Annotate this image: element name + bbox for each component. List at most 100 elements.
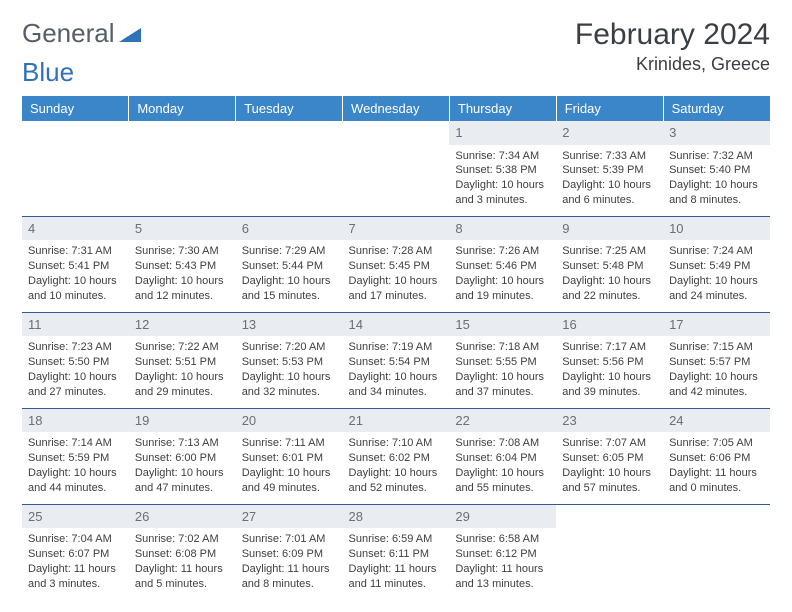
sunset-line: Sunset: 5:40 PM [669,163,764,178]
sunset-line: Sunset: 6:11 PM [349,547,444,562]
sunrise-line: Sunrise: 7:20 AM [242,340,337,355]
sunrise-line: Sunrise: 7:14 AM [28,436,123,451]
day-details: Sunrise: 7:20 AMSunset: 5:53 PMDaylight:… [242,340,337,399]
calendar-cell: 20Sunrise: 7:11 AMSunset: 6:01 PMDayligh… [236,408,343,504]
sunset-line: Sunset: 5:44 PM [242,259,337,274]
day-number: 13 [236,313,343,337]
sunset-line: Sunset: 5:46 PM [455,259,550,274]
sunset-line: Sunset: 5:57 PM [669,355,764,370]
day-number: 22 [449,409,556,433]
calendar-cell: 11Sunrise: 7:23 AMSunset: 5:50 PMDayligh… [22,312,129,408]
weekday-header: Monday [129,96,236,121]
calendar-cell: 1Sunrise: 7:34 AMSunset: 5:38 PMDaylight… [449,121,556,216]
sunset-line: Sunset: 6:02 PM [349,451,444,466]
sunset-line: Sunset: 5:56 PM [562,355,657,370]
daylight-line: Daylight: 10 hours and 6 minutes. [562,178,657,208]
daylight-line: Daylight: 10 hours and 10 minutes. [28,274,123,304]
calendar-cell: 8Sunrise: 7:26 AMSunset: 5:46 PMDaylight… [449,216,556,312]
day-number: 27 [236,505,343,529]
sunset-line: Sunset: 6:09 PM [242,547,337,562]
sunrise-line: Sunrise: 7:25 AM [562,244,657,259]
daylight-line: Daylight: 10 hours and 47 minutes. [135,466,230,496]
sunrise-line: Sunrise: 6:58 AM [455,532,550,547]
sunrise-line: Sunrise: 7:28 AM [349,244,444,259]
day-details: Sunrise: 7:29 AMSunset: 5:44 PMDaylight:… [242,244,337,303]
daylight-line: Daylight: 10 hours and 19 minutes. [455,274,550,304]
day-number: 26 [129,505,236,529]
day-number: 1 [449,121,556,145]
daylight-line: Daylight: 10 hours and 24 minutes. [669,274,764,304]
daylight-line: Daylight: 10 hours and 8 minutes. [669,178,764,208]
sunset-line: Sunset: 5:49 PM [669,259,764,274]
day-details: Sunrise: 7:22 AMSunset: 5:51 PMDaylight:… [135,340,230,399]
sunrise-line: Sunrise: 7:05 AM [669,436,764,451]
daylight-line: Daylight: 10 hours and 32 minutes. [242,370,337,400]
day-number: 29 [449,505,556,529]
calendar-cell: 14Sunrise: 7:19 AMSunset: 5:54 PMDayligh… [343,312,450,408]
calendar-row: 18Sunrise: 7:14 AMSunset: 5:59 PMDayligh… [22,408,770,504]
day-details: Sunrise: 7:32 AMSunset: 5:40 PMDaylight:… [669,149,764,208]
calendar-cell: 10 Sunrise: 7:24 AMSunset: 5:49 PMDayligh… [663,216,770,312]
day-number: 18 [22,409,129,433]
sunset-line: Sunset: 5:51 PM [135,355,230,370]
sunrise-line: Sunrise: 7:15 AM [669,340,764,355]
calendar-cell-empty [556,504,663,599]
daylight-line: Daylight: 10 hours and 27 minutes. [28,370,123,400]
day-details: Sunrise: 7:30 AMSunset: 5:43 PMDaylight:… [135,244,230,303]
sunrise-line: Sunrise: 7:29 AM [242,244,337,259]
daylight-line: Daylight: 10 hours and 29 minutes. [135,370,230,400]
sunset-line: Sunset: 5:48 PM [562,259,657,274]
day-details: Sunrise: 7:18 AMSunset: 5:55 PMDaylight:… [455,340,550,399]
daylight-line: Daylight: 11 hours and 8 minutes. [242,562,337,592]
calendar-row: 25Sunrise: 7:04 AMSunset: 6:07 PMDayligh… [22,504,770,599]
day-number: 10 [663,217,770,241]
daylight-line: Daylight: 10 hours and 12 minutes. [135,274,230,304]
logo-text-2: Blue [22,57,770,88]
day-details: Sunrise: 7:31 AMSunset: 5:41 PMDaylight:… [28,244,123,303]
daylight-line: Daylight: 10 hours and 22 minutes. [562,274,657,304]
calendar-cell: 26Sunrise: 7:02 AMSunset: 6:08 PMDayligh… [129,504,236,599]
calendar-cell: 25Sunrise: 7:04 AMSunset: 6:07 PMDayligh… [22,504,129,599]
day-details: Sunrise: 7:24 AMSunset: 5:49 PMDaylight:… [669,244,764,303]
sunset-line: Sunset: 6:06 PM [669,451,764,466]
calendar-cell: 22Sunrise: 7:08 AMSunset: 6:04 PMDayligh… [449,408,556,504]
daylight-line: Daylight: 11 hours and 11 minutes. [349,562,444,592]
calendar-cell: 5Sunrise: 7:30 AMSunset: 5:43 PMDaylight… [129,216,236,312]
daylight-line: Daylight: 11 hours and 0 minutes. [669,466,764,496]
day-details: Sunrise: 7:01 AMSunset: 6:09 PMDaylight:… [242,532,337,591]
sunset-line: Sunset: 5:45 PM [349,259,444,274]
calendar-cell: 23Sunrise: 7:07 AMSunset: 6:05 PMDayligh… [556,408,663,504]
daylight-line: Daylight: 10 hours and 17 minutes. [349,274,444,304]
day-details: Sunrise: 6:58 AMSunset: 6:12 PMDaylight:… [455,532,550,591]
weekday-header: Thursday [449,96,556,121]
sunset-line: Sunset: 6:07 PM [28,547,123,562]
weekday-header: Tuesday [236,96,343,121]
daylight-line: Daylight: 11 hours and 13 minutes. [455,562,550,592]
day-details: Sunrise: 7:07 AMSunset: 6:05 PMDaylight:… [562,436,657,495]
sunrise-line: Sunrise: 7:07 AM [562,436,657,451]
sunrise-line: Sunrise: 7:10 AM [349,436,444,451]
sunrise-line: Sunrise: 7:24 AM [669,244,764,259]
sunrise-line: Sunrise: 7:32 AM [669,149,764,164]
daylight-line: Daylight: 10 hours and 3 minutes. [455,178,550,208]
sunrise-line: Sunrise: 7:17 AM [562,340,657,355]
weekday-header: Saturday [663,96,770,121]
daylight-line: Daylight: 10 hours and 57 minutes. [562,466,657,496]
calendar-table: SundayMondayTuesdayWednesdayThursdayFrid… [22,96,770,600]
sunset-line: Sunset: 6:08 PM [135,547,230,562]
sunrise-line: Sunrise: 7:22 AM [135,340,230,355]
sunset-line: Sunset: 6:00 PM [135,451,230,466]
calendar-cell: 2Sunrise: 7:33 AMSunset: 5:39 PMDaylight… [556,121,663,216]
sunrise-line: Sunrise: 7:11 AM [242,436,337,451]
calendar-cell: 9Sunrise: 7:25 AMSunset: 5:48 PMDaylight… [556,216,663,312]
sunrise-line: Sunrise: 7:34 AM [455,149,550,164]
day-details: Sunrise: 7:25 AMSunset: 5:48 PMDaylight:… [562,244,657,303]
calendar-row: 4Sunrise: 7:31 AMSunset: 5:41 PMDaylight… [22,216,770,312]
day-number: 21 [343,409,450,433]
day-number: 25 [22,505,129,529]
calendar-cell: 7Sunrise: 7:28 AMSunset: 5:45 PMDaylight… [343,216,450,312]
daylight-line: Daylight: 10 hours and 44 minutes. [28,466,123,496]
calendar-cell-empty [343,121,450,216]
calendar-cell: 27 Sunrise: 7:01 AMSunset: 6:09 PMDayligh… [236,504,343,599]
day-details: Sunrise: 7:33 AMSunset: 5:39 PMDaylight:… [562,149,657,208]
